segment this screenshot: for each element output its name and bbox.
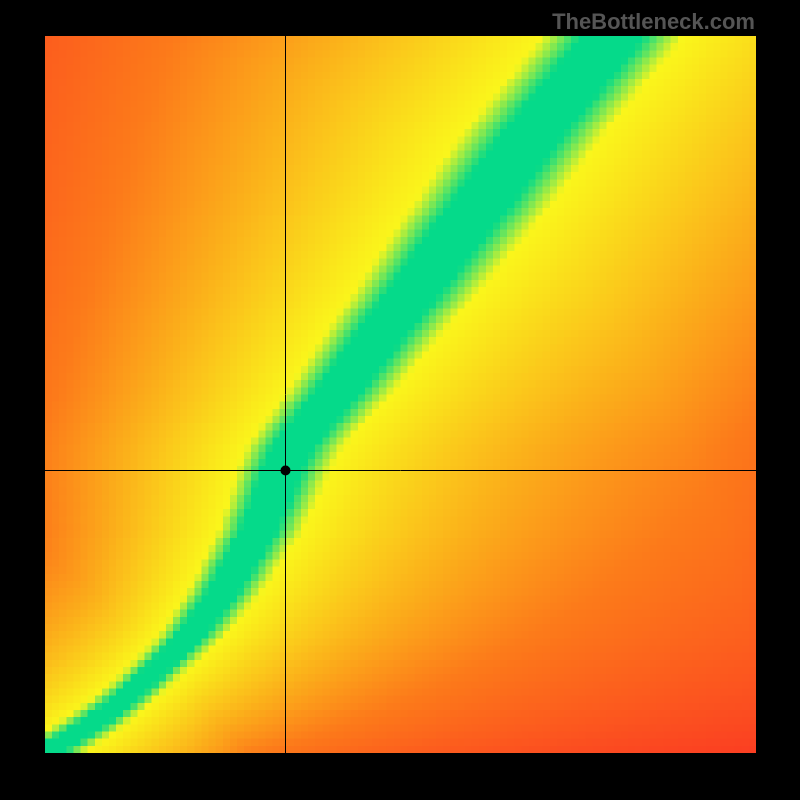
crosshair-overlay: [45, 36, 756, 753]
watermark-text: TheBottleneck.com: [552, 9, 755, 35]
